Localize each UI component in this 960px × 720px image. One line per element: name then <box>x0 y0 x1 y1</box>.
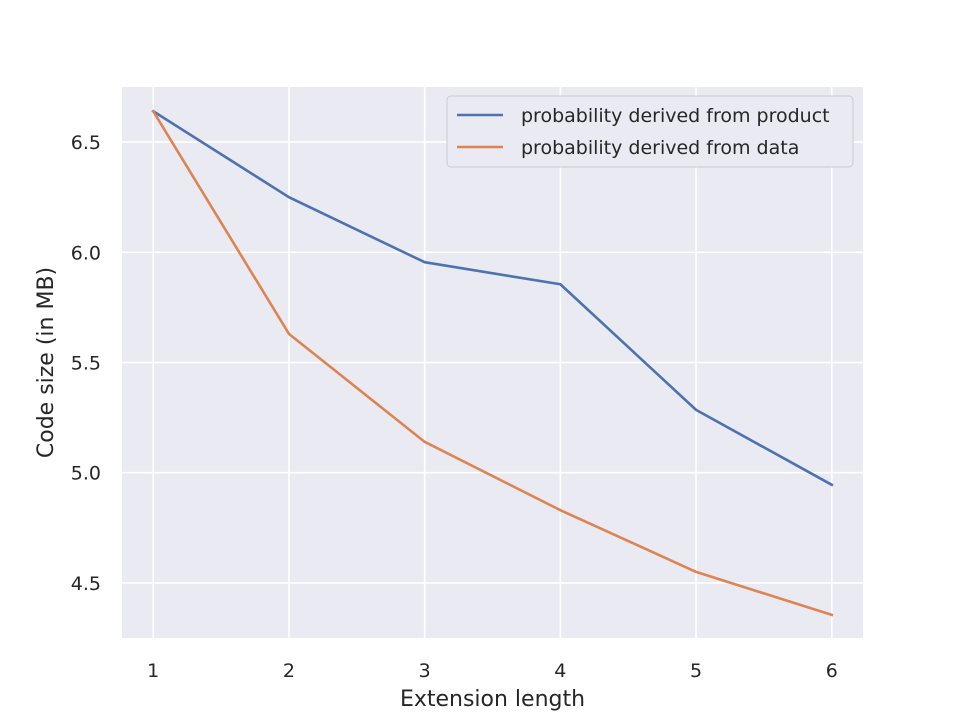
y-tick-labels: 4.5 5.0 5.5 6.0 6.5 <box>71 132 101 595</box>
legend-label-data: probability derived from data <box>521 137 799 159</box>
legend-label-product: probability derived from product <box>521 105 830 127</box>
x-tick-label: 5 <box>690 660 702 682</box>
series-line-product <box>151 109 834 487</box>
y-axis-label: Code size (in MB) <box>34 267 59 458</box>
y-tick-label: 6.0 <box>71 242 101 264</box>
y-tick-label: 4.5 <box>71 573 101 595</box>
x-axis-label: Extension length <box>400 687 585 712</box>
x-tick-label: 2 <box>283 660 295 682</box>
x-tick-label: 4 <box>554 660 566 682</box>
x-tick-label: 6 <box>826 660 838 682</box>
y-tick-label: 5.5 <box>71 353 101 375</box>
y-tick-label: 6.5 <box>71 132 101 154</box>
series-lines <box>151 109 834 617</box>
x-tick-label: 1 <box>147 660 159 682</box>
legend: probability derived from product probabi… <box>446 95 854 168</box>
x-tick-labels: 1 2 3 4 5 6 <box>147 660 838 682</box>
x-tick-label: 3 <box>419 660 431 682</box>
series-line-data <box>151 109 834 617</box>
legend-box <box>446 95 854 168</box>
y-tick-label: 5.0 <box>71 463 101 485</box>
